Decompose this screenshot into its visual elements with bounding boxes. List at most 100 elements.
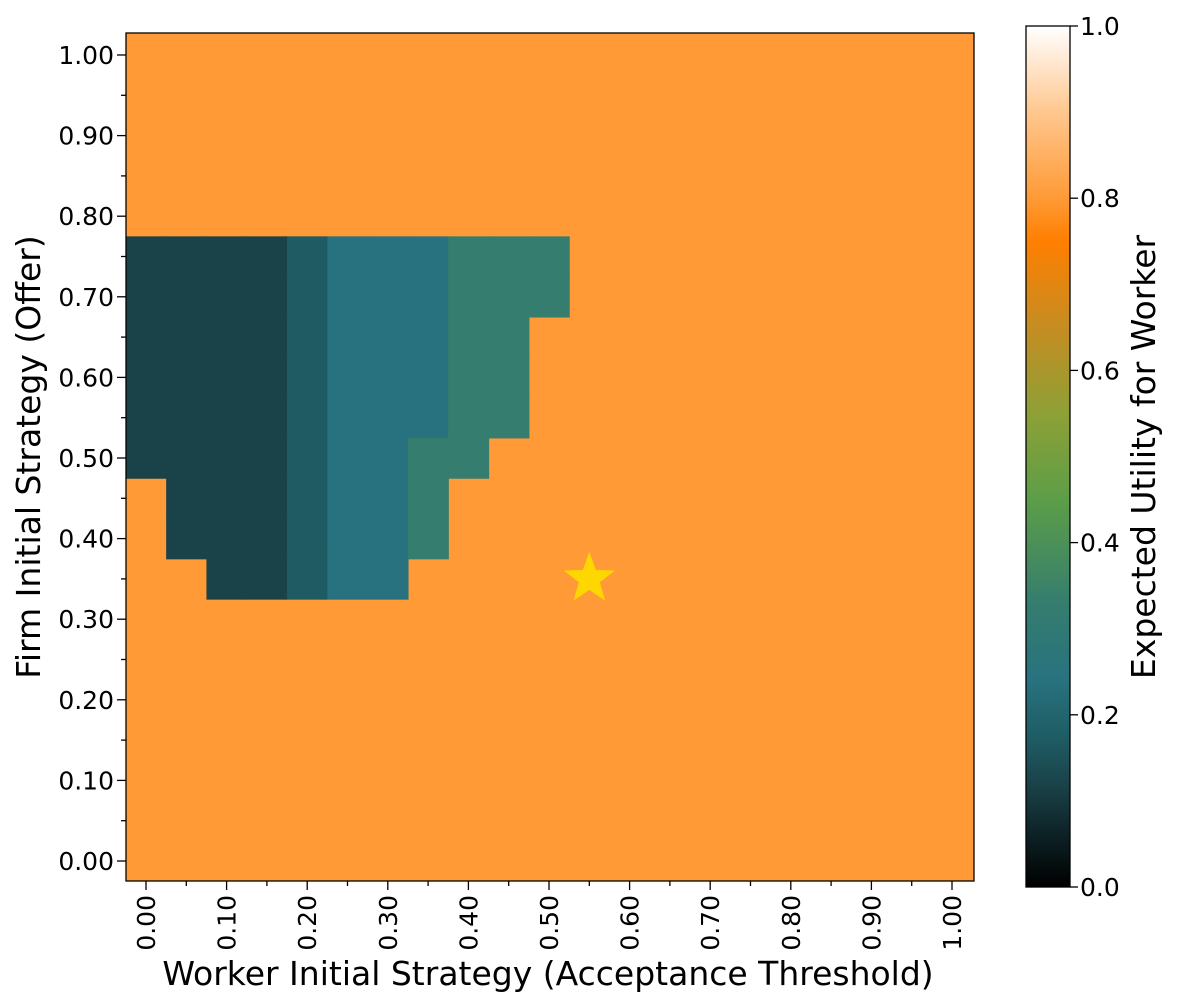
heatmap-cell — [125, 276, 167, 318]
heatmap-cell — [327, 478, 369, 520]
heatmap-cell — [125, 357, 167, 399]
heatmap-cell — [448, 236, 490, 278]
heatmap-cell — [367, 478, 409, 520]
y-tick-label: 0.00 — [58, 847, 114, 876]
x-tick-label: 0.10 — [213, 895, 242, 951]
y-tick-label: 0.70 — [58, 283, 114, 312]
heatmap-cell — [125, 236, 167, 278]
heatmap-cell — [246, 558, 288, 600]
heatmap-cell — [367, 276, 409, 318]
colorbar-tick-label: 0.0 — [1080, 873, 1120, 902]
x-tick-label: 0.00 — [132, 895, 161, 951]
heatmap-cell — [206, 437, 248, 479]
heatmap-cell — [166, 518, 208, 560]
x-axis-label: Worker Initial Strategy (Acceptance Thre… — [162, 954, 933, 993]
heatmap-cell — [246, 518, 288, 560]
heatmap-cell — [206, 357, 248, 399]
heatmap-cell — [488, 357, 530, 399]
heatmap-cell — [246, 437, 288, 479]
y-axis-ticks: 0.00 0.10 0.20 0.30 0.40 0.50 0.60 0.70 0.80 0.90… — [58, 41, 126, 876]
heatmap-cell — [327, 558, 369, 600]
heatmap-cell — [246, 316, 288, 358]
y-tick-label: 0.60 — [58, 363, 114, 392]
heatmap-cell — [367, 236, 409, 278]
heatmap-cell — [407, 236, 449, 278]
heatmap-cell — [246, 236, 288, 278]
colorbar — [1025, 25, 1071, 888]
heatmap-cell — [246, 397, 288, 439]
colorbar-tick-label: 0.4 — [1080, 529, 1120, 558]
heatmap-cell — [287, 478, 328, 520]
heatmap-cell — [327, 236, 369, 278]
y-tick-label: 0.80 — [58, 202, 114, 231]
heatmap-cell — [287, 316, 328, 358]
heatmap-cell — [206, 558, 248, 600]
heatmap-cell — [166, 397, 208, 439]
heatmap-cell — [166, 437, 208, 479]
colorbar-label: Expected Utility for Worker — [1124, 235, 1163, 680]
x-tick-label: 0.80 — [777, 895, 806, 951]
heatmap-cell — [166, 316, 208, 358]
heatmap-cell — [287, 397, 328, 439]
heatmap-cell — [206, 316, 248, 358]
heatmap-cell — [246, 478, 288, 520]
heatmap-cell — [488, 236, 530, 278]
x-axis-ticks: 0.00 0.10 0.20 0.30 0.40 0.50 0.60 0.70 0.80 0.90… — [132, 881, 967, 951]
x-tick-label: 1.00 — [938, 895, 967, 951]
heatmap-cell — [287, 276, 328, 318]
heatmap-cell — [407, 437, 449, 479]
x-tick-label: 0.70 — [696, 895, 725, 951]
marker-layer — [563, 551, 615, 601]
heatmap-cell — [528, 276, 570, 318]
y-tick-label: 0.10 — [58, 766, 114, 795]
heatmap-cell — [166, 478, 208, 520]
heatmap-cell — [327, 276, 369, 318]
y-tick-label: 0.40 — [58, 525, 114, 554]
heatmap-cell — [166, 357, 208, 399]
heatmap-cell — [287, 357, 328, 399]
heatmap-cell — [206, 397, 248, 439]
heatmap-cell — [327, 316, 369, 358]
x-tick-label: 0.30 — [374, 895, 403, 951]
heatmap-cell — [528, 236, 570, 278]
colorbar-tick-label: 0.6 — [1080, 356, 1120, 385]
colorbar-tick-label: 1.0 — [1080, 12, 1120, 41]
heatmap-cell — [448, 316, 490, 358]
heatmap-cell — [488, 276, 530, 318]
x-tick-label: 0.90 — [857, 895, 886, 951]
heatmap-cell — [367, 316, 409, 358]
heatmap-cells — [125, 33, 974, 881]
heatmap-cell — [407, 518, 449, 560]
x-tick-label: 0.50 — [535, 895, 564, 951]
heatmap-cell — [246, 276, 288, 318]
heatmap-cell — [327, 397, 369, 439]
y-tick-label: 0.30 — [58, 605, 114, 634]
heatmap-cell — [407, 357, 449, 399]
colorbar-tick-label: 0.2 — [1080, 701, 1120, 730]
heatmap-cell — [287, 558, 328, 600]
heatmap-cell — [367, 357, 409, 399]
heatmap-cell — [448, 437, 490, 479]
heatmap-cell — [206, 276, 248, 318]
y-tick-label: 1.00 — [58, 41, 114, 70]
heatmap-cell — [125, 397, 167, 439]
heatmap-cell — [166, 236, 208, 278]
heatmap-cell — [327, 357, 369, 399]
x-tick-label: 0.40 — [454, 895, 483, 951]
x-tick-label: 0.60 — [616, 895, 645, 951]
plot-frame — [125, 32, 975, 882]
heatmap-cell — [367, 518, 409, 560]
heatmap-cell — [407, 316, 449, 358]
heatmap-cell — [166, 276, 208, 318]
y-axis-label: Firm Initial Strategy (Offer) — [9, 235, 48, 678]
heatmap-cell — [125, 437, 167, 479]
heatmap-cell — [206, 236, 248, 278]
heatmap-cell — [327, 518, 369, 560]
y-tick-label: 0.20 — [58, 686, 114, 715]
heatmap-cell — [327, 437, 369, 479]
heatmap-cell — [246, 357, 288, 399]
star-marker — [563, 551, 615, 601]
heatmap-cell — [367, 437, 409, 479]
heatmap-cell — [125, 316, 167, 358]
